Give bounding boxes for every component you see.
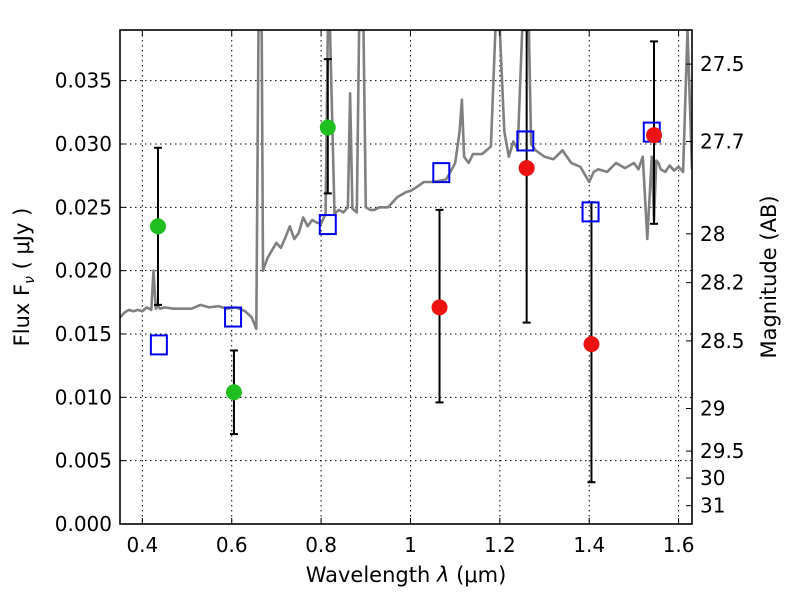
y2-tick-label: 27.5 bbox=[700, 52, 745, 76]
red-point bbox=[431, 299, 448, 316]
x-tick-label: 0.4 bbox=[126, 533, 158, 557]
y-tick-label: 0.030 bbox=[55, 132, 112, 156]
y2-tick-label: 28.5 bbox=[700, 329, 745, 353]
y-tick-label: 0.015 bbox=[55, 322, 112, 346]
x-tick-label: 0.8 bbox=[305, 533, 337, 557]
red-point bbox=[646, 127, 663, 144]
green-point bbox=[225, 384, 242, 401]
y-tick-label: 0.000 bbox=[55, 512, 112, 536]
plot-frame bbox=[119, 29, 693, 525]
y-axis-title: Flux Fν ( μJy ) bbox=[10, 208, 38, 347]
x-axis-title-unit: (μm) bbox=[449, 563, 506, 587]
y-tick-label: 0.035 bbox=[55, 69, 112, 93]
y2-tick-label: 29.5 bbox=[700, 439, 745, 463]
y2-tick-label: 28 bbox=[700, 222, 725, 246]
x-tick-label: 1.4 bbox=[573, 533, 605, 557]
model-square bbox=[224, 306, 243, 328]
x-axis-title: Wavelength λ (μm) bbox=[306, 563, 507, 587]
y2-tick-label: 29 bbox=[700, 396, 725, 420]
y-tick-label: 0.005 bbox=[55, 449, 112, 473]
tick-layer: 0.4 0.6 0.8 1 1.2 1.4 1.6 0.000 0.005 0.010 0.015 0… bbox=[55, 30, 745, 557]
red-point bbox=[518, 160, 535, 177]
y2-tick-label: 31 bbox=[700, 494, 725, 518]
x-tick-label: 0.6 bbox=[216, 533, 248, 557]
x-tick-label: 1 bbox=[404, 533, 417, 557]
y2-axis-title: Magnitude (AB) bbox=[757, 195, 781, 358]
green-point bbox=[149, 218, 166, 235]
x-axis-title-prefix: Wavelength bbox=[306, 563, 437, 587]
model-square bbox=[432, 162, 451, 184]
y-tick-label: 0.010 bbox=[55, 385, 112, 409]
x-tick-label: 1.6 bbox=[663, 533, 695, 557]
y-tick-label: 0.020 bbox=[55, 259, 112, 283]
y-axis-title-unit: ( μJy ) bbox=[10, 208, 34, 276]
model-square bbox=[149, 334, 168, 356]
y-axis-title-main: Flux F bbox=[10, 284, 34, 346]
model-square bbox=[516, 130, 535, 152]
x-axis-title-symbol: λ bbox=[436, 563, 449, 587]
y2-tick-label: 27.7 bbox=[700, 129, 745, 153]
x-tick-label: 1.2 bbox=[484, 533, 516, 557]
green-point bbox=[319, 119, 336, 136]
y2-tick-label: 30 bbox=[700, 466, 725, 490]
y-tick-label: 0.025 bbox=[55, 195, 112, 219]
model-square bbox=[581, 201, 600, 223]
model-square bbox=[318, 214, 337, 236]
y2-tick-label: 28.2 bbox=[700, 271, 745, 295]
y-axis-title-subscript: ν bbox=[22, 276, 38, 284]
red-point bbox=[583, 336, 600, 353]
marker-layer bbox=[149, 119, 663, 401]
